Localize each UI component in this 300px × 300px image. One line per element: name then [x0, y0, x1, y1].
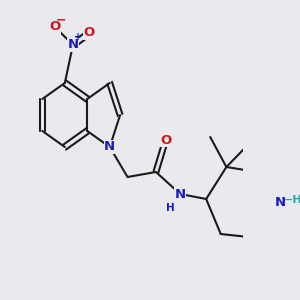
- Text: O: O: [160, 134, 171, 146]
- Text: N: N: [175, 188, 186, 200]
- Text: O: O: [50, 20, 61, 34]
- Text: −H: −H: [284, 195, 300, 205]
- Text: +: +: [74, 32, 82, 42]
- Text: H: H: [166, 203, 175, 213]
- Text: −: −: [56, 14, 66, 26]
- Text: N: N: [274, 196, 286, 208]
- Text: N: N: [68, 38, 79, 52]
- Text: O: O: [83, 26, 95, 40]
- Text: N: N: [104, 140, 115, 154]
